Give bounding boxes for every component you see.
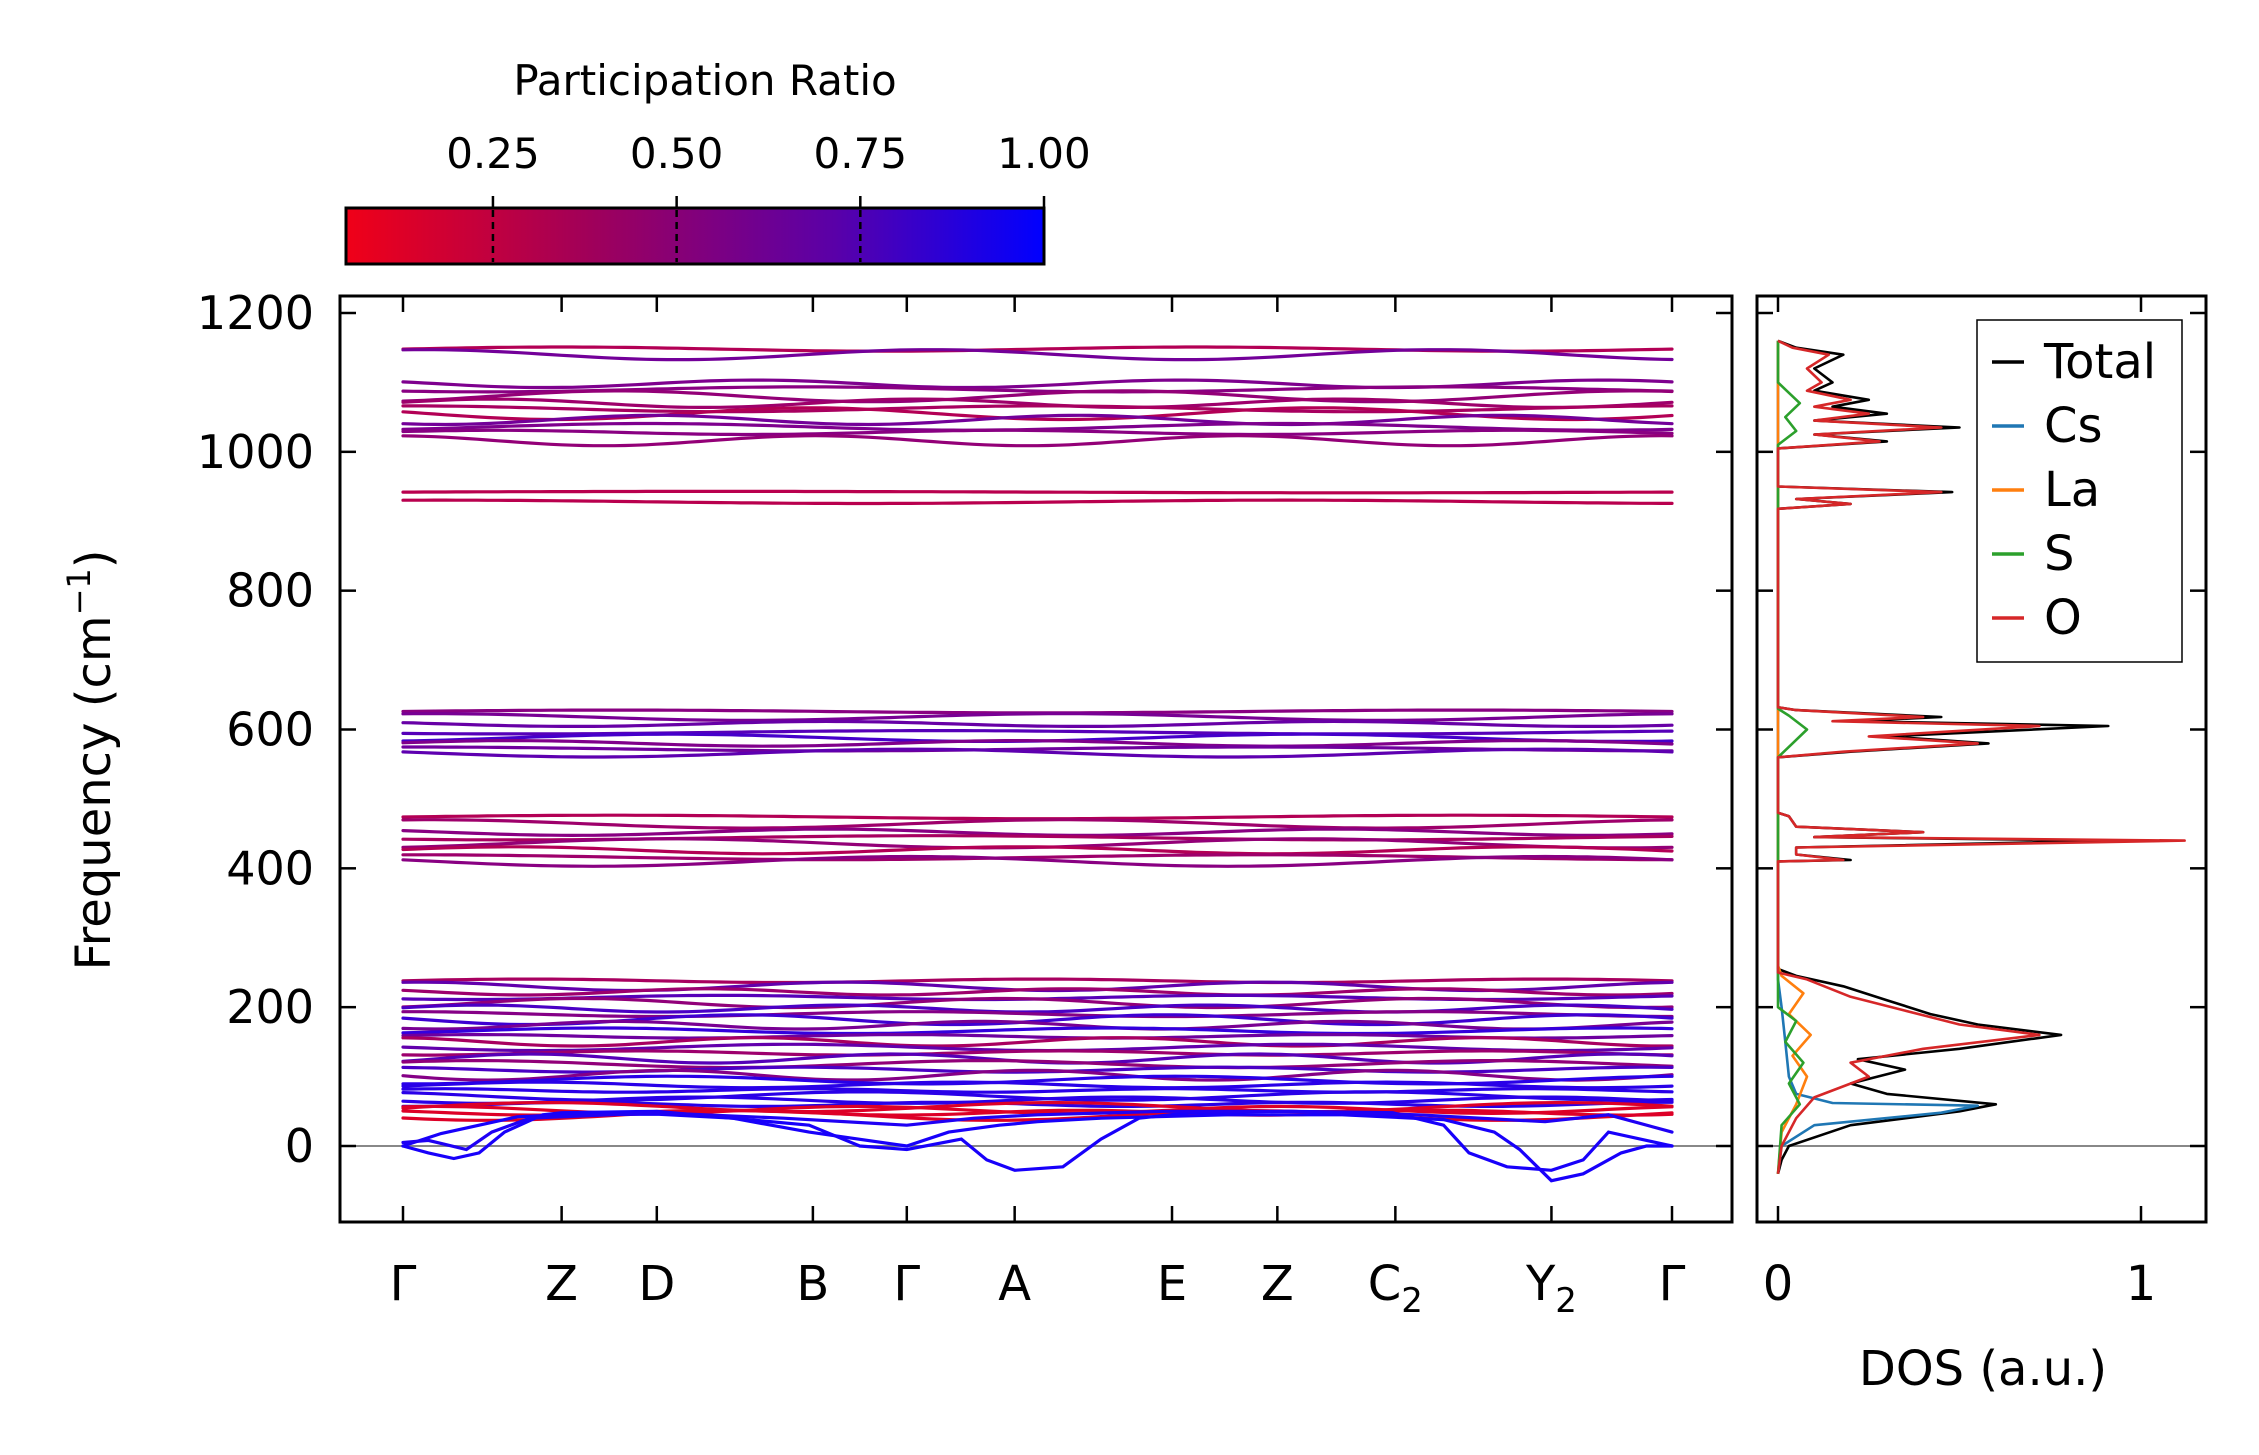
kpoint-label: Y2 (1525, 1256, 1577, 1321)
kpoint-label: Γ (390, 1256, 417, 1312)
phonon-band (401, 1087, 1674, 1094)
phonon-band (401, 428, 1674, 437)
phonon-band (401, 739, 1674, 748)
dos-x-tick-label: 0 (1763, 1256, 1794, 1312)
phonon-band (401, 729, 1674, 736)
phonon-band (401, 977, 1674, 985)
colorbar-tick-label: 0.75 (814, 129, 908, 178)
legend-label: Cs (2044, 398, 2103, 454)
legend-label: S (2044, 526, 2074, 582)
phonon-band (401, 854, 1674, 868)
phonon-band (401, 813, 1674, 821)
phonon-band (401, 745, 1674, 753)
colorbar-tick-label: 0.50 (630, 129, 724, 178)
y-tick-label: 0 (285, 1119, 314, 1173)
colorbar: Participation Ratio 0.25 0.50 0.75 1.00 (344, 56, 1091, 266)
phonon-band (401, 1068, 1674, 1082)
y-tick-label: 800 (226, 564, 314, 618)
y-tick-label: 1200 (197, 286, 314, 340)
kpoint-label: Γ (1659, 1256, 1686, 1312)
dos-legend: Total Cs La SO (1976, 319, 2183, 663)
phonon-band (401, 1059, 1674, 1070)
legend-label: O (2044, 590, 2082, 646)
phonon-band (401, 1049, 1674, 1057)
kpoint-label: B (796, 1256, 829, 1312)
phonon-band (401, 1101, 1674, 1114)
colorbar-title: Participation Ratio (513, 56, 896, 105)
kpoint-label: A (998, 1256, 1031, 1312)
phonon-band (401, 498, 1674, 506)
phonon-band (401, 413, 1674, 427)
phonon-band (401, 845, 1674, 856)
kpoint-label: C2 (1368, 1256, 1423, 1321)
dos-panel: 0 1 DOS (a.u.) Total Cs La SO (1755, 294, 2208, 1397)
legend-label: Total (2043, 334, 2156, 390)
phonon-band (401, 1026, 1674, 1036)
acoustic-band (401, 1112, 1674, 1183)
band-axes-frame (338, 294, 1734, 1224)
phonon-band (401, 397, 1674, 409)
phonon-band (401, 348, 1674, 362)
dos-x-axis-label: DOS (a.u.) (1859, 1341, 2107, 1397)
phonon-band (401, 987, 1674, 997)
colorbar-gradient (344, 206, 1046, 266)
phonon-band (401, 434, 1674, 448)
phonon-band (401, 404, 1674, 414)
kpoint-label: Z (1261, 1256, 1294, 1312)
phonon-band (401, 719, 1674, 728)
phonon-band (401, 818, 1674, 830)
colorbar-tick-label: 1.00 (997, 129, 1091, 178)
kpoint-label: Z (545, 1256, 578, 1312)
phonon-band (401, 389, 1674, 404)
dos-x-tick-label: 1 (2126, 1256, 2157, 1312)
kpoint-label: Γ (893, 1256, 920, 1312)
phonon-band (401, 996, 1674, 1010)
dos-series-s (1776, 340, 1809, 1174)
band-structure-panel: 0 200 400 600 800 1000 1200 Γ Z D B Γ A E Z C2 Y2 Γ Freq… (60, 286, 1734, 1321)
phonon-band (401, 827, 1674, 838)
y-tick-label: 1000 (197, 425, 314, 479)
legend-label: La (2044, 462, 2100, 518)
acoustic-band (401, 1109, 1674, 1152)
dos-series-o (1776, 339, 2186, 1174)
colorbar-tick-label: 0.25 (446, 129, 540, 178)
phonon-band (401, 747, 1674, 759)
phonon-band (401, 1095, 1674, 1105)
y-tick-label: 600 (226, 703, 314, 757)
phonon-band (401, 712, 1674, 722)
kpoint-label: D (638, 1256, 675, 1312)
band-y-axis-label: Frequency (cm−1) (60, 549, 122, 970)
phonon-band (401, 1003, 1674, 1014)
dos-axes-frame (1755, 294, 2208, 1224)
phonon-band (401, 1080, 1674, 1090)
y-tick-label: 200 (226, 980, 314, 1034)
phonon-band (401, 489, 1674, 495)
phonon-band (401, 1036, 1674, 1048)
y-tick-label: 400 (226, 841, 314, 895)
phonon-band (401, 1019, 1674, 1031)
acoustic-band (401, 1109, 1674, 1172)
phonon-band (401, 1010, 1674, 1019)
kpoint-label: E (1157, 1256, 1187, 1312)
